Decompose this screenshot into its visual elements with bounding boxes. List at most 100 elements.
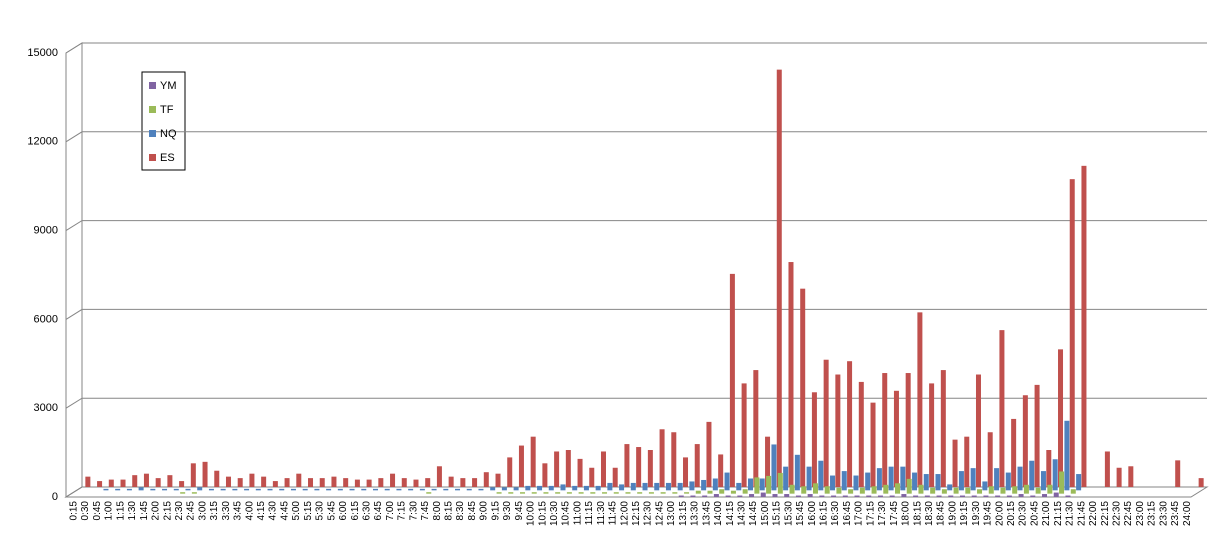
x-tick-label: 19:15 bbox=[959, 501, 970, 526]
bar bbox=[531, 492, 537, 494]
bar bbox=[965, 487, 971, 494]
bar bbox=[132, 475, 138, 487]
bar bbox=[202, 461, 208, 487]
bar bbox=[319, 478, 325, 487]
bar bbox=[354, 479, 360, 487]
bar bbox=[372, 488, 378, 491]
x-tick-label: 18:00 bbox=[901, 501, 912, 526]
bar bbox=[870, 402, 876, 487]
legend-label: TF bbox=[160, 104, 174, 116]
bar bbox=[883, 484, 889, 494]
x-tick-label: 17:45 bbox=[889, 501, 900, 526]
bar bbox=[1116, 467, 1122, 487]
bar bbox=[537, 485, 543, 491]
bar bbox=[824, 486, 830, 494]
bar bbox=[501, 487, 507, 491]
x-tick-label: 3:30 bbox=[221, 501, 232, 521]
x-tick-label: 16:00 bbox=[807, 501, 818, 526]
bar bbox=[208, 488, 214, 491]
bar bbox=[759, 478, 765, 491]
bar bbox=[408, 488, 414, 491]
bar bbox=[858, 381, 864, 487]
bar bbox=[97, 481, 103, 487]
bar bbox=[361, 488, 367, 491]
bar bbox=[366, 479, 372, 487]
bar bbox=[436, 466, 442, 487]
x-tick-label: 7:00 bbox=[385, 501, 396, 521]
bar bbox=[689, 481, 695, 491]
y-tick-label: 0 bbox=[52, 491, 58, 503]
x-tick-label: 1:45 bbox=[139, 501, 150, 521]
bar bbox=[612, 467, 618, 487]
bar bbox=[800, 288, 806, 487]
bar bbox=[742, 489, 748, 494]
bar bbox=[314, 488, 320, 491]
bar bbox=[120, 479, 126, 487]
x-tick-label: 21:45 bbox=[1076, 501, 1087, 526]
bar bbox=[893, 390, 899, 487]
bar bbox=[162, 488, 168, 491]
bar bbox=[923, 474, 929, 491]
x-tick-label: 23:00 bbox=[1135, 501, 1146, 526]
bar bbox=[672, 492, 678, 494]
bar bbox=[766, 475, 772, 494]
bar bbox=[737, 495, 743, 497]
bar bbox=[771, 444, 777, 491]
x-tick-label: 0:15 bbox=[69, 501, 80, 521]
x-tick-label: 10:30 bbox=[549, 501, 560, 526]
bar bbox=[103, 488, 109, 491]
bar bbox=[1070, 489, 1076, 494]
grid-line bbox=[65, 308, 1207, 320]
bar bbox=[684, 492, 690, 494]
bar bbox=[249, 473, 255, 487]
bar bbox=[572, 485, 578, 491]
x-tick-label: 20:15 bbox=[1006, 501, 1017, 526]
bar bbox=[912, 472, 918, 491]
bar bbox=[677, 482, 683, 491]
bar bbox=[518, 445, 524, 487]
bar bbox=[577, 458, 583, 487]
bar bbox=[1034, 384, 1040, 487]
x-tick-label: 12:15 bbox=[631, 501, 642, 526]
bar bbox=[876, 468, 882, 491]
x-tick-label: 2:15 bbox=[162, 501, 173, 521]
bar bbox=[197, 487, 203, 491]
bar bbox=[831, 495, 837, 497]
x-tick-label: 15:45 bbox=[795, 501, 806, 526]
x-tick-label: 8:15 bbox=[444, 501, 455, 521]
x-tick-label: 10:15 bbox=[537, 501, 548, 526]
x-tick-label: 5:00 bbox=[291, 501, 302, 521]
bar bbox=[225, 476, 231, 487]
bar bbox=[783, 466, 789, 491]
bar bbox=[776, 69, 782, 487]
bar bbox=[749, 494, 755, 497]
x-tick-label: 16:45 bbox=[842, 501, 853, 526]
bar bbox=[483, 472, 489, 487]
x-tick-label: 24:00 bbox=[1182, 501, 1193, 526]
x-tick-label: 1:00 bbox=[104, 501, 115, 521]
bar bbox=[508, 492, 514, 494]
x-tick-label: 21:30 bbox=[1065, 501, 1076, 526]
x-tick-label: 14:00 bbox=[713, 501, 724, 526]
bar bbox=[642, 482, 648, 491]
bar bbox=[1052, 459, 1058, 491]
bar bbox=[185, 488, 191, 491]
bar bbox=[507, 457, 513, 487]
bar bbox=[1053, 492, 1059, 497]
bar bbox=[854, 495, 860, 497]
bar bbox=[542, 463, 548, 487]
bar bbox=[554, 451, 560, 487]
bar bbox=[871, 486, 877, 494]
bar bbox=[835, 374, 841, 487]
bar bbox=[941, 489, 947, 494]
bar bbox=[284, 478, 290, 487]
x-tick-label: 7:30 bbox=[408, 501, 419, 521]
bar bbox=[917, 312, 923, 487]
bar bbox=[995, 495, 1001, 497]
x-tick-label: 5:45 bbox=[326, 501, 337, 521]
x-tick-label: 23:45 bbox=[1170, 501, 1181, 526]
bar bbox=[906, 478, 912, 494]
bar bbox=[730, 490, 736, 494]
bar bbox=[702, 495, 708, 497]
x-tick-label: 17:00 bbox=[854, 501, 865, 526]
